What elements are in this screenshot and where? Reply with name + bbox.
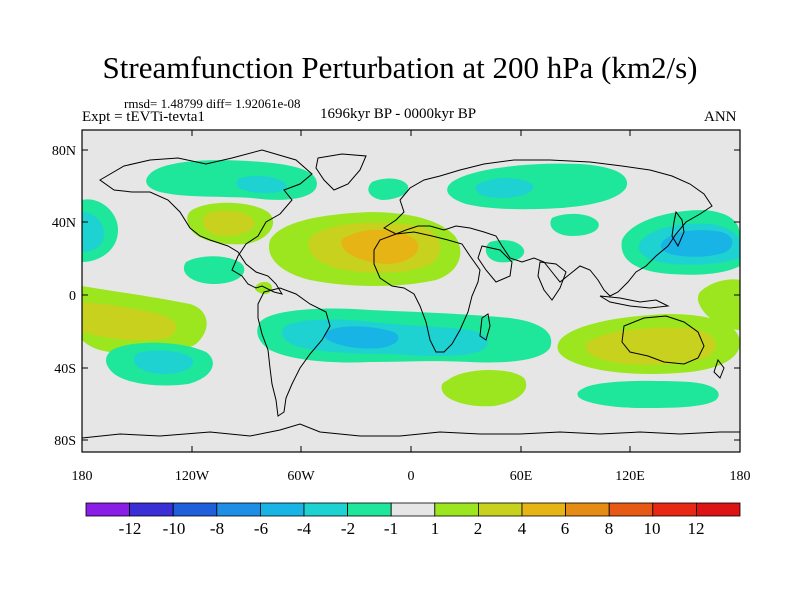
- colorbar-box: [390, 502, 436, 517]
- lon-label: 180: [730, 469, 751, 484]
- colorbar-box: [129, 502, 174, 517]
- contour-neg-eur-core: [475, 178, 534, 198]
- colorbar-box: [477, 502, 523, 517]
- lon-label: 60W: [287, 469, 315, 484]
- lat-label: 80S: [54, 434, 76, 449]
- contour-neg-japan-core: [660, 230, 733, 257]
- contour-neg-ca: [550, 213, 599, 236]
- coast-indonesia: [599, 295, 670, 309]
- colorbar: [85, 502, 741, 517]
- experiment-label: Expt = tEVTi-tevta1: [82, 109, 205, 125]
- contour-pos-east: [697, 279, 740, 330]
- colorbar-label: -4: [297, 519, 312, 538]
- lat-label: 80N: [52, 144, 76, 159]
- colorbar-label: 8: [605, 519, 614, 538]
- coast-north-america: [99, 149, 313, 295]
- colorbar-label: -12: [119, 519, 142, 538]
- colorbar-box: [696, 502, 741, 517]
- lat-ticks: [82, 149, 740, 441]
- coastlines: [82, 149, 740, 439]
- coast-arabia: [477, 245, 513, 283]
- contour-neg-na: [146, 160, 317, 200]
- coast-europe-asia: [383, 159, 713, 297]
- colorbar-labels: -12 -10 -8 -6 -4 -2 -1 1 2 4 6 8 10 12: [119, 519, 705, 538]
- contour-pos-us-core: [203, 210, 255, 236]
- contour-fields: [82, 160, 740, 408]
- colorbar-label: 12: [688, 519, 705, 538]
- contour-pos-sind: [441, 369, 527, 407]
- lat-label: 40S: [54, 362, 76, 377]
- lon-label: 120W: [175, 469, 210, 484]
- contour-pos-aus-core: [585, 327, 716, 365]
- colorbar-box: [652, 502, 697, 517]
- lon-label: 0: [408, 469, 415, 484]
- colorbar-box: [303, 502, 348, 517]
- colorbar-box: [521, 502, 566, 517]
- coast-japan: [671, 210, 685, 248]
- contour-neg-na-core: [236, 176, 287, 194]
- contour-neg-eur: [447, 163, 628, 210]
- lon-label: 60E: [510, 469, 533, 484]
- colorbar-label: 4: [518, 519, 527, 538]
- colorbar-box: [565, 502, 610, 517]
- stats-line: rmsd= 1.48799 diff= 1.92061e-08: [124, 96, 301, 111]
- colorbar-label: 10: [644, 519, 661, 538]
- colorbar-box: [85, 502, 130, 517]
- lon-label: 180: [72, 469, 93, 484]
- colorbar-label: -1: [384, 519, 398, 538]
- colorbar-box: [172, 502, 218, 517]
- coast-antarctica: [82, 423, 740, 439]
- contour-neg-epac: [183, 256, 245, 284]
- coast-greenland: [315, 153, 367, 191]
- coast-africa: [373, 231, 481, 353]
- coast-south-america: [257, 287, 331, 417]
- coast-india: [537, 261, 567, 301]
- contour-pos-atl-core: [341, 229, 419, 264]
- colorbar-box: [434, 502, 479, 517]
- colorbar-label: -2: [341, 519, 355, 538]
- plot-title: Streamfunction Perturbation at 200 hPa (…: [102, 50, 698, 85]
- colorbar-box: [259, 502, 305, 517]
- colorbar-label: -10: [163, 519, 186, 538]
- contour-neg-spac2-core: [134, 350, 194, 374]
- lat-label: 40N: [52, 216, 76, 231]
- contour-neg-natl: [368, 178, 409, 200]
- coast-new-zealand: [713, 358, 725, 379]
- colorbar-box: [608, 502, 654, 517]
- lon-ticks: [191, 130, 631, 452]
- colorbar-label: -6: [254, 519, 268, 538]
- colorbar-label: 2: [474, 519, 483, 538]
- colorbar-box: [347, 502, 392, 517]
- colorbar-box: [216, 502, 261, 517]
- colorbar-label: -8: [210, 519, 224, 538]
- colorbar-label: 6: [561, 519, 570, 538]
- contour-pos-spac-core: [82, 302, 177, 341]
- season-label: ANN: [704, 109, 737, 125]
- contour-neg-satl-deep: [324, 326, 399, 349]
- contour-neg-sind2: [577, 380, 719, 408]
- lon-label: 120E: [615, 469, 645, 484]
- lon-labels: 180 120W 60W 0 60E 120E 180: [72, 469, 751, 484]
- lat-labels: 80N 40N 0 40S 80S: [52, 144, 76, 449]
- colorbar-label: 1: [431, 519, 440, 538]
- coast-madagascar: [479, 313, 491, 341]
- period-label: 1696kyr BP - 0000kyr BP: [320, 106, 477, 122]
- lat-label: 0: [69, 289, 76, 304]
- coast-australia: [621, 315, 705, 365]
